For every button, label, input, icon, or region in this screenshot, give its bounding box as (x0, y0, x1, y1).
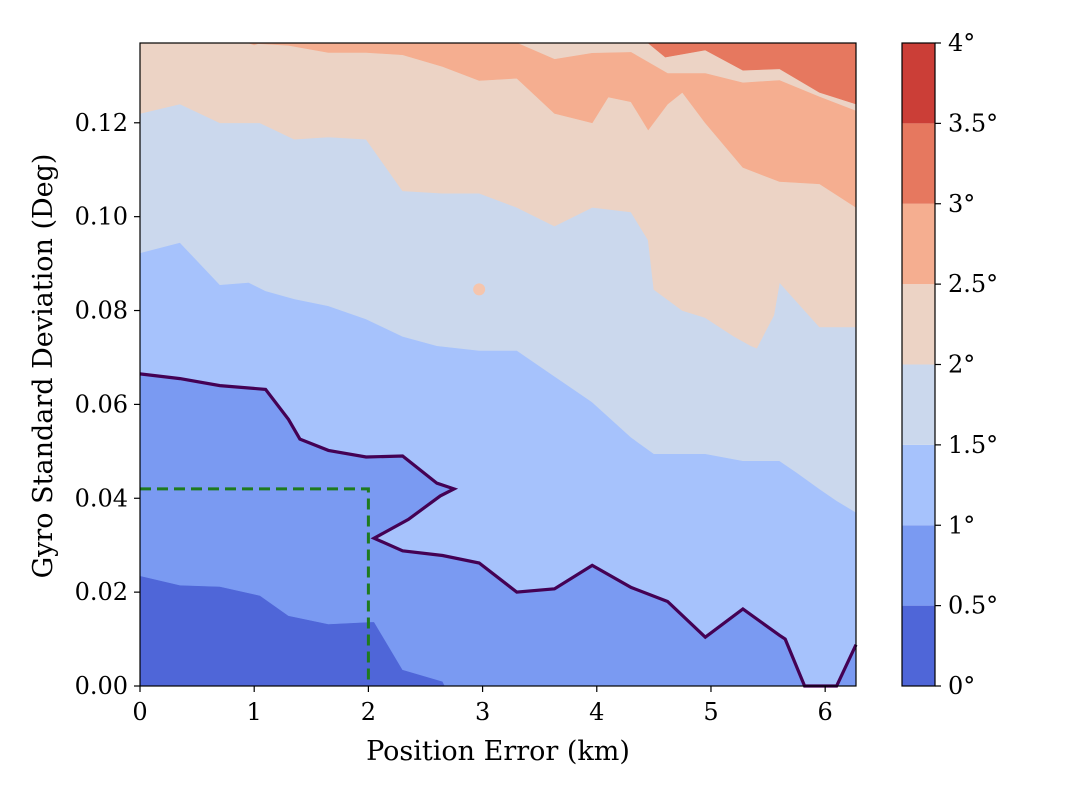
colorbar-tick-label: 3.5° (948, 109, 998, 137)
y-tick-label: 0.00 (75, 672, 128, 700)
y-axis-ticks: 0.00 0.02 0.04 0.06 0.08 0.10 0.12 (75, 109, 140, 700)
y-tick-label: 0.08 (75, 297, 128, 325)
colorbar-tick-label: 4° (948, 29, 975, 57)
y-axis-label: Gyro Standard Deviation (Deg) (28, 154, 59, 579)
filled-contour-regions (139, 42, 857, 687)
x-tick-label: 2 (361, 698, 376, 726)
colorbar-tick-label: 0.5° (948, 592, 998, 620)
x-axis-label: Position Error (km) (366, 736, 630, 767)
colorbar-tick-label: 2° (948, 351, 975, 379)
colorbar-tick-label: 0° (948, 672, 975, 700)
y-tick-label: 0.10 (75, 203, 128, 231)
x-tick-label: 5 (703, 698, 718, 726)
colorbar-segment (902, 364, 935, 445)
plot-area (139, 42, 858, 688)
contour-spot-0 (473, 283, 486, 296)
colorbar-segment (902, 284, 935, 365)
colorbar-tick-label: 3° (948, 190, 975, 218)
x-tick-label: 4 (589, 698, 604, 726)
x-tick-label: 0 (132, 698, 147, 726)
colorbar-segment (902, 525, 935, 606)
plot-frame (139, 42, 857, 687)
x-tick-label: 3 (475, 698, 490, 726)
y-tick-label: 0.02 (75, 578, 128, 606)
colorbar-segment (902, 43, 935, 124)
x-axis-ticks: 0 1 2 3 4 5 6 (132, 686, 833, 726)
x-tick-label: 1 (247, 698, 262, 726)
colorbar-segment (902, 123, 935, 204)
colorbar-segment (902, 605, 935, 686)
y-tick-label: 0.06 (75, 390, 128, 418)
x-tick-label: 6 (818, 698, 833, 726)
contour-line-1deg (139, 372, 858, 688)
colorbar-segment (902, 203, 935, 285)
colorbar-segment (902, 444, 935, 526)
y-tick-label: 0.12 (75, 109, 128, 137)
colorbar-tick-label: 1.5° (948, 431, 998, 459)
colorbar-tick-label: 2.5° (948, 270, 998, 298)
colorbar-tick-label: 1° (948, 511, 975, 539)
band-2.0-2.5 (139, 42, 857, 349)
colorbar: 0° 0.5° 1° 1.5° 2° 2.5° 3° 3.5° 4° (901, 29, 998, 700)
requirement-dashed-box (140, 487, 370, 686)
y-tick-label: 0.04 (75, 484, 128, 512)
overlays (139, 283, 858, 688)
